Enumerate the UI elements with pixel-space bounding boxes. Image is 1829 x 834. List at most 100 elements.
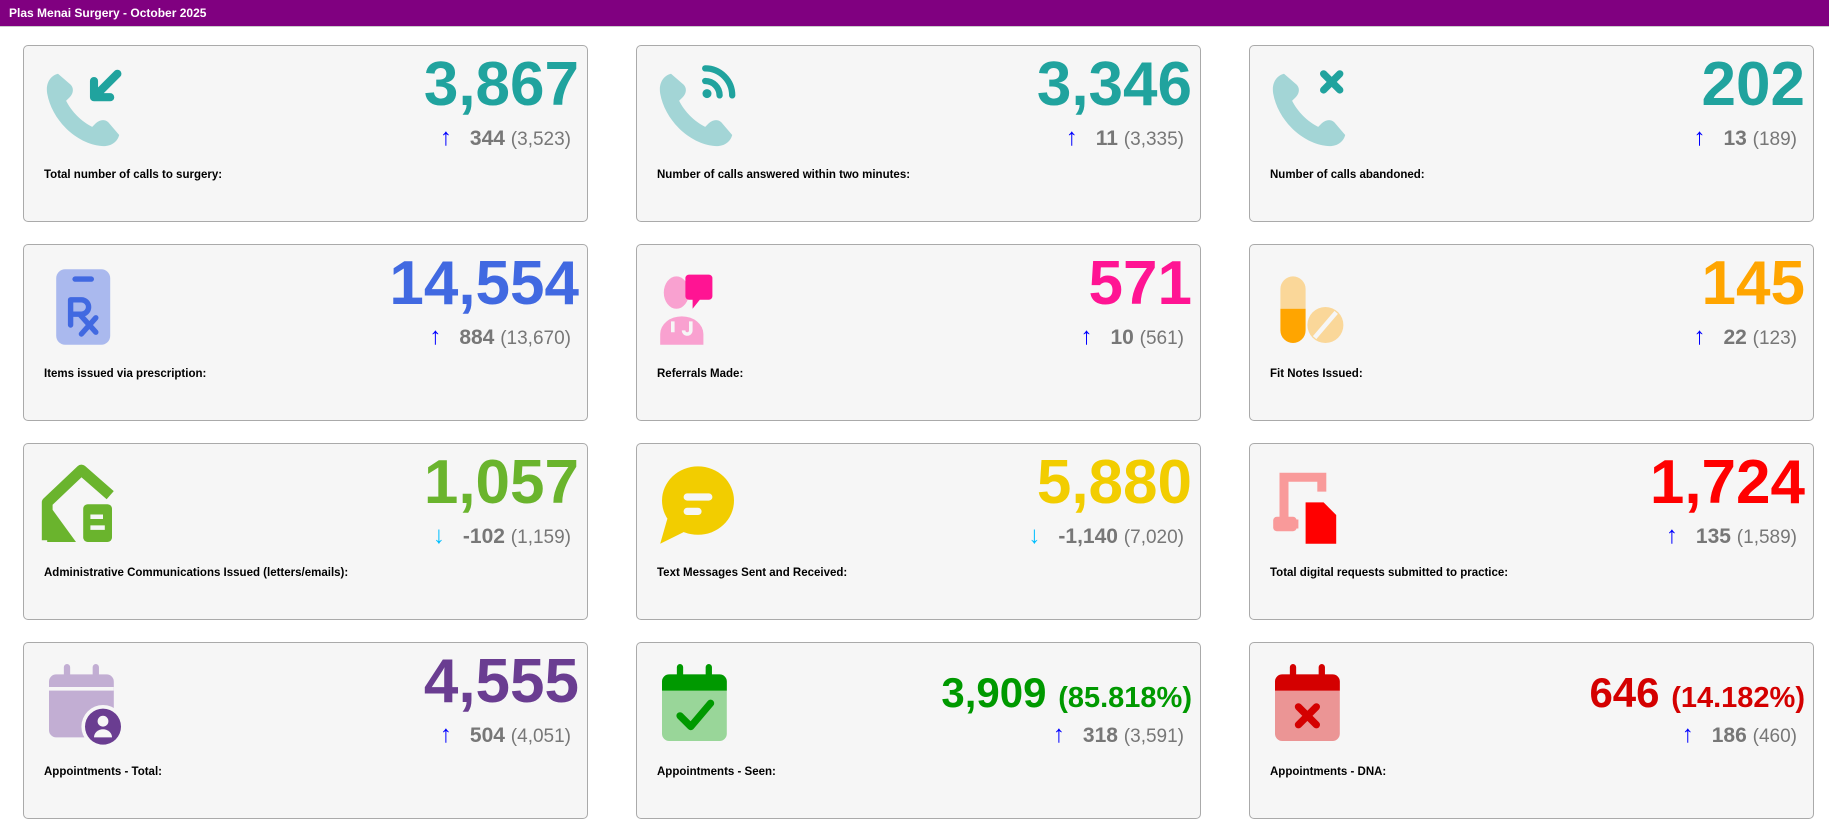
kpi-card: 4,555 ↑ 504 (4,051) Appointments - Total: bbox=[23, 642, 588, 819]
kpi-comparison: ↓ -102 (1,159) bbox=[433, 523, 571, 551]
kpi-value: 14,554 bbox=[389, 249, 579, 319]
pills-icon bbox=[1266, 262, 1356, 352]
kpi-label: Appointments - DNA: bbox=[1270, 766, 1387, 778]
kpi-change: 344 bbox=[469, 127, 505, 150]
kpi-value: 3,346 bbox=[1037, 50, 1192, 120]
kpi-value: 5,880 bbox=[1037, 448, 1192, 518]
arrow-up-icon: ↑ bbox=[1681, 721, 1694, 748]
kpi-comparison: ↑ 13 (189) bbox=[1693, 125, 1797, 153]
calendar-x-icon bbox=[1266, 660, 1356, 750]
kpi-card: 3,346 ↑ 11 (3,335) Number of calls answer… bbox=[636, 45, 1201, 222]
kpi-change: -102 bbox=[462, 525, 505, 548]
kpi-comparison: ↑ 504 (4,051) bbox=[440, 722, 571, 750]
report-title: Plas Menai Surgery - October 2025 bbox=[9, 6, 207, 20]
kpi-value: 1,724 bbox=[1650, 448, 1805, 518]
phone-incoming-icon bbox=[40, 63, 130, 153]
kpi-previous-value: (3,523) bbox=[510, 129, 571, 150]
kpi-comparison: ↑ 10 (561) bbox=[1080, 324, 1184, 352]
kpi-comparison: ↑ 318 (3,591) bbox=[1053, 722, 1184, 750]
house-letter-icon bbox=[40, 461, 130, 551]
digital-request-icon bbox=[1266, 461, 1356, 551]
kpi-label: Total digital requests submitted to prac… bbox=[1270, 567, 1509, 579]
calendar-user-icon bbox=[40, 660, 130, 750]
calendar-check-icon bbox=[653, 660, 743, 750]
kpi-value-number: 646 bbox=[1589, 669, 1660, 716]
kpi-value: 202 bbox=[1702, 50, 1805, 120]
kpi-card: 202 ↑ 13 (189) Number of calls abandoned: bbox=[1249, 45, 1814, 222]
kpi-comparison: ↑ 135 (1,589) bbox=[1666, 523, 1797, 551]
kpi-previous-value: (1,159) bbox=[510, 527, 571, 548]
arrow-up-icon: ↑ bbox=[1065, 124, 1078, 151]
kpi-change: 318 bbox=[1082, 724, 1118, 747]
kpi-change: -1,140 bbox=[1058, 525, 1118, 548]
kpi-card: 1,057 ↓ -102 (1,159) Administrative Commu… bbox=[23, 443, 588, 620]
kpi-value-number: 5,880 bbox=[1036, 448, 1192, 517]
kpi-previous-value: (561) bbox=[1139, 328, 1184, 349]
kpi-card: 5,880 ↓ -1,140 (7,020) Text Messages Sent… bbox=[636, 443, 1201, 620]
phone-missed-icon bbox=[1266, 63, 1356, 153]
kpi-comparison: ↓ -1,140 (7,020) bbox=[1028, 523, 1184, 551]
doctor-referral-icon bbox=[653, 262, 743, 352]
kpi-value-number: 1,724 bbox=[1649, 448, 1805, 517]
kpi-value-number: 571 bbox=[1088, 249, 1192, 318]
kpi-previous-value: (13,670) bbox=[500, 328, 571, 349]
kpi-value: 646 (14.182%) bbox=[1589, 669, 1805, 722]
kpi-card: 14,554 ↑ 884 (13,670) Items issued via pr… bbox=[23, 244, 588, 421]
arrow-up-icon: ↑ bbox=[1693, 124, 1706, 151]
kpi-comparison: ↑ 11 (3,335) bbox=[1066, 125, 1184, 153]
kpi-percentage: (85.818%) bbox=[1058, 682, 1192, 714]
kpi-value-number: 202 bbox=[1701, 50, 1805, 119]
kpi-change: 13 bbox=[1723, 127, 1747, 150]
kpi-previous-value: (3,335) bbox=[1123, 129, 1184, 150]
kpi-previous-value: (123) bbox=[1752, 328, 1797, 349]
kpi-comparison: ↑ 344 (3,523) bbox=[440, 125, 571, 153]
arrow-up-icon: ↑ bbox=[439, 124, 452, 151]
kpi-change: 11 bbox=[1095, 127, 1118, 150]
kpi-label: Administrative Communications Issued (le… bbox=[44, 567, 349, 579]
kpi-previous-value: (189) bbox=[1752, 129, 1797, 150]
kpi-value: 3,909 (85.818%) bbox=[941, 669, 1192, 722]
kpi-value-number: 3,909 bbox=[941, 669, 1047, 716]
kpi-change: 135 bbox=[1695, 525, 1731, 548]
kpi-card: 646 (14.182%) ↑ 186 (460) Appointments - … bbox=[1249, 642, 1814, 819]
kpi-value-number: 1,057 bbox=[423, 448, 579, 517]
kpi-change: 884 bbox=[459, 326, 495, 349]
kpi-value-number: 3,346 bbox=[1036, 50, 1192, 119]
arrow-up-icon: ↑ bbox=[1052, 721, 1065, 748]
kpi-change: 22 bbox=[1723, 326, 1747, 349]
kpi-percentage: (14.182%) bbox=[1671, 682, 1805, 714]
kpi-previous-value: (4,051) bbox=[510, 726, 571, 747]
kpi-previous-value: (3,591) bbox=[1123, 726, 1184, 747]
kpi-comparison: ↑ 186 (460) bbox=[1682, 722, 1797, 750]
kpi-comparison: ↑ 884 (13,670) bbox=[429, 324, 571, 352]
kpi-label: Referrals Made: bbox=[657, 368, 744, 380]
kpi-label: Appointments - Seen: bbox=[657, 766, 776, 778]
kpi-comparison: ↑ 22 (123) bbox=[1693, 324, 1797, 352]
kpi-change: 10 bbox=[1110, 326, 1134, 349]
phone-answered-icon bbox=[653, 63, 743, 153]
kpi-value-number: 3,867 bbox=[423, 50, 579, 119]
kpi-value: 571 bbox=[1089, 249, 1192, 319]
kpi-label: Items issued via prescription: bbox=[44, 368, 207, 380]
kpi-previous-value: (7,020) bbox=[1123, 527, 1184, 548]
kpi-value-number: 145 bbox=[1701, 249, 1805, 318]
arrow-down-icon: ↓ bbox=[1028, 522, 1041, 549]
kpi-previous-value: (460) bbox=[1752, 726, 1797, 747]
arrow-up-icon: ↑ bbox=[429, 323, 442, 350]
arrow-down-icon: ↓ bbox=[432, 522, 445, 549]
kpi-previous-value: (1,589) bbox=[1736, 527, 1797, 548]
kpi-card: 571 ↑ 10 (561) Referrals Made: bbox=[636, 244, 1201, 421]
kpi-value-number: 4,555 bbox=[423, 647, 579, 716]
arrow-up-icon: ↑ bbox=[1693, 323, 1706, 350]
prescription-clipboard-icon bbox=[40, 262, 130, 352]
kpi-value: 1,057 bbox=[424, 448, 579, 518]
kpi-label: Text Messages Sent and Received: bbox=[657, 567, 848, 579]
kpi-card: 1,724 ↑ 135 (1,589) Total digital request… bbox=[1249, 443, 1814, 620]
chat-bubble-icon bbox=[653, 461, 743, 551]
arrow-up-icon: ↑ bbox=[1080, 323, 1093, 350]
kpi-value-number: 14,554 bbox=[389, 249, 579, 318]
kpi-value: 3,867 bbox=[424, 50, 579, 120]
kpi-label: Number of calls answered within two minu… bbox=[657, 169, 911, 181]
kpi-value: 4,555 bbox=[424, 647, 579, 717]
kpi-card: 3,867 ↑ 344 (3,523) Total number of calls… bbox=[23, 45, 588, 222]
